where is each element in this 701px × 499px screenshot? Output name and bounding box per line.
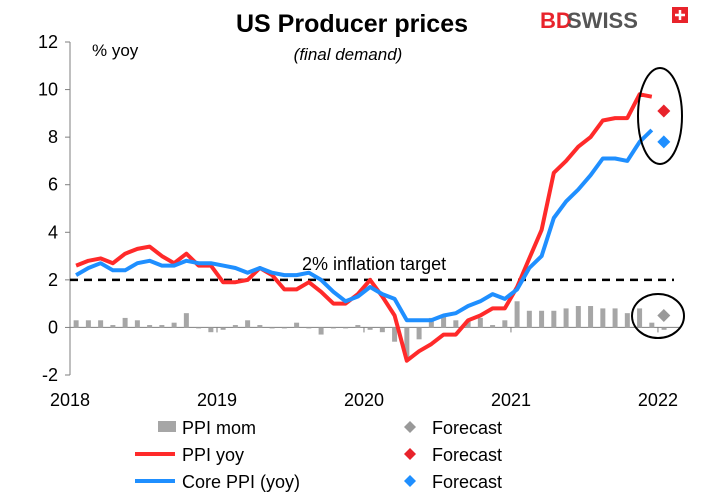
legend: PPI mom Forecast PPI yoy Forecast Core PPI (… — [135, 418, 502, 492]
ppi-yoy-line — [75, 92, 653, 363]
ppi-mom-bar — [551, 310, 557, 328]
ppi-yoy-forecast-point — [657, 104, 671, 118]
ppi-mom-bar — [526, 310, 532, 328]
ppi-mom-bar — [477, 317, 483, 328]
x-tick-label: 2022 — [638, 390, 678, 410]
x-tick-label: 2018 — [50, 390, 90, 410]
core-ppi-forecast-point — [657, 135, 671, 149]
y-tick-label: -2 — [42, 365, 58, 385]
ppi-mom-bar — [539, 310, 545, 328]
ppi-mom-bar — [196, 327, 202, 329]
forecast-highlight-ellipse — [631, 293, 685, 339]
ppi-mom-bar — [183, 313, 189, 328]
ppi-mom-bar — [330, 327, 336, 329]
legend-forecast-label-mom: Forecast — [432, 418, 502, 438]
brand-logo: BD SWISS — [540, 7, 688, 33]
ppi-mom-bar — [306, 327, 312, 329]
ppi-mom-bar — [649, 322, 655, 328]
ppi-mom-bar — [281, 327, 287, 329]
ppi-mom-bar — [257, 325, 263, 328]
ppi-mom-bar — [73, 320, 79, 328]
ppi-mom-bar — [232, 325, 238, 328]
y-tick-label: 12 — [38, 32, 58, 52]
chart-title: US Producer prices — [236, 10, 468, 38]
x-tick-label: 2019 — [197, 390, 237, 410]
ppi-mom-bar — [514, 301, 520, 328]
ppi-mom-bar — [269, 327, 275, 329]
ppi-mom-bar — [98, 320, 104, 328]
ppi-mom-bar — [563, 308, 569, 328]
ppi-mom-bar — [502, 320, 508, 328]
y-unit-label: % yoy — [92, 41, 139, 60]
core-ppi-line — [75, 128, 654, 323]
ppi-mom-bar — [392, 327, 398, 342]
x-tick-label: 2020 — [344, 390, 384, 410]
brand-cross-icon — [675, 10, 685, 20]
y-tick-label: 10 — [38, 80, 58, 100]
ppi-mom-bar — [465, 320, 471, 328]
y-tick-label: 4 — [48, 222, 58, 242]
ppi-mom-bar — [85, 320, 91, 328]
plot-area: -2 0 2 4 6 8 10 12 2018 2019 2020 2021 2022 — [38, 32, 685, 410]
chart-subtitle: (final demand) — [294, 45, 403, 64]
ppi-mom-bar — [343, 327, 349, 329]
legend-swatch-mom — [158, 421, 176, 432]
brand-bd: BD — [540, 8, 572, 33]
y-tick-label: 2 — [48, 270, 58, 290]
ppi-mom-bar — [612, 308, 618, 328]
ppi-mom-bar — [220, 327, 226, 330]
ppi-mom-bar — [441, 315, 447, 328]
ppi-mom-bar — [490, 325, 496, 328]
ppi-mom-bar — [147, 325, 153, 328]
inflation-target-label: 2% inflation target — [302, 254, 446, 274]
forecast-highlight-ellipse — [637, 67, 683, 165]
legend-forecast-label-yoy: Forecast — [432, 445, 502, 465]
legend-forecast-marker-mom — [404, 421, 416, 433]
ppi-mom-forecast-point — [657, 309, 671, 323]
ppi-mom-bar — [428, 317, 434, 328]
ppi-mom-bar — [134, 320, 140, 328]
ppi-mom-bar — [575, 306, 581, 328]
x-tick-label: 2021 — [491, 390, 531, 410]
ppi-mom-bar — [159, 325, 165, 328]
legend-label-yoy: PPI yoy — [182, 445, 244, 465]
ppi-mom-bar — [122, 317, 128, 328]
ppi-mom-bar — [355, 325, 361, 328]
ppi-mom-bar — [171, 322, 177, 328]
y-tick-label: 0 — [48, 317, 58, 337]
ppi-mom-bar — [208, 327, 214, 333]
ppi-mom-bar — [416, 327, 422, 340]
ppi-mom-bar — [379, 327, 385, 333]
ppi-mom-bar — [367, 327, 373, 330]
ppi-mom-bar — [600, 308, 606, 328]
legend-forecast-marker-yoy — [404, 448, 416, 460]
ppi-mom-bar — [294, 322, 300, 328]
legend-label-core: Core PPI (yoy) — [182, 472, 300, 492]
ppi-mom-bar — [404, 327, 410, 359]
ppi-mom-bar — [110, 325, 116, 328]
y-tick-label: 6 — [48, 175, 58, 195]
legend-forecast-label-core: Forecast — [432, 472, 502, 492]
ppi-mom-bar — [588, 306, 594, 328]
ppi-mom-bar — [637, 308, 643, 328]
ppi-mom-bar — [453, 320, 459, 328]
legend-label-mom: PPI mom — [182, 418, 256, 438]
ppi-mom-bar — [661, 327, 667, 330]
legend-forecast-marker-core — [404, 475, 416, 487]
ppi-mom-bar — [624, 313, 630, 328]
ppi-mom-bar — [245, 320, 251, 328]
y-tick-label: 8 — [48, 127, 58, 147]
ppi-mom-bar — [318, 327, 324, 335]
brand-swiss: SWISS — [567, 8, 638, 33]
